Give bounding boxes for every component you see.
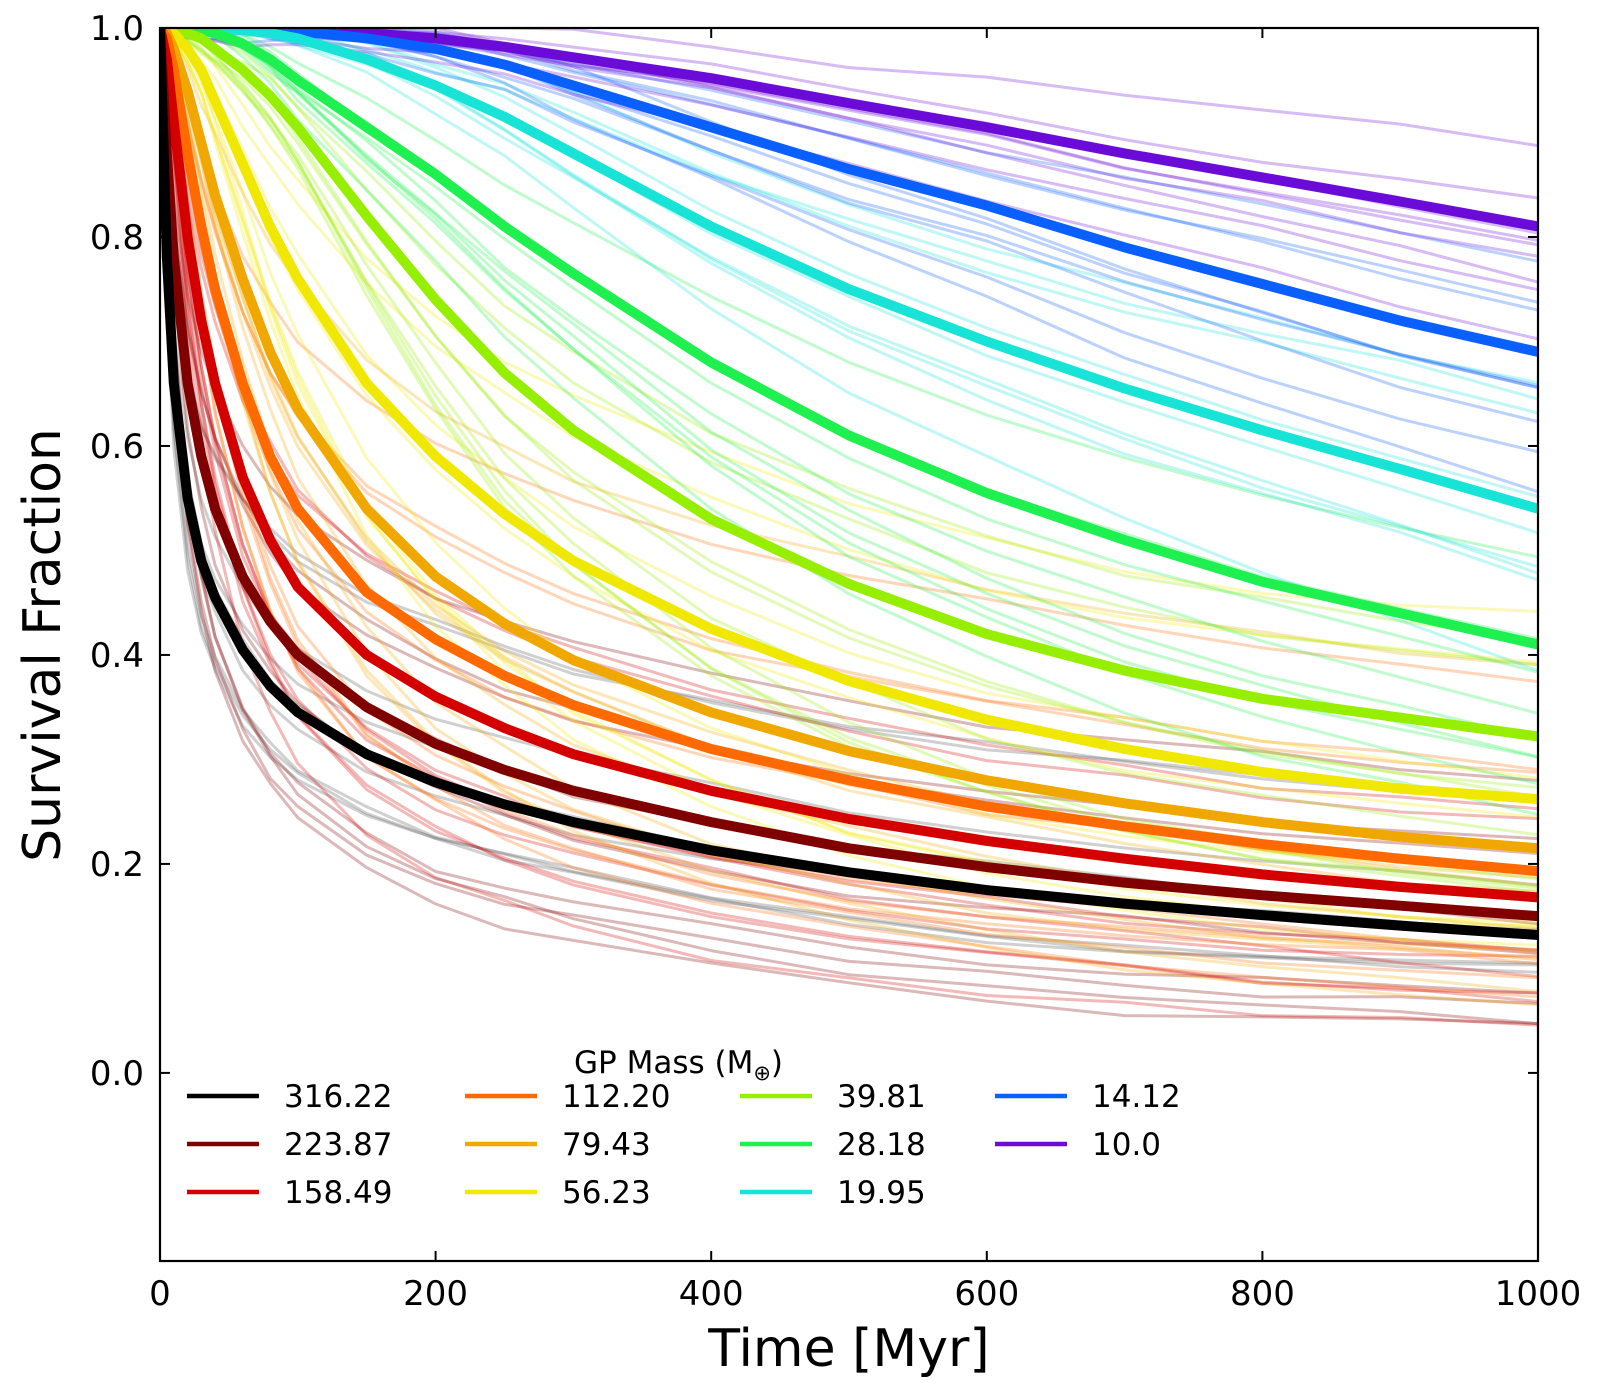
realization-line <box>160 28 1538 974</box>
realization-line <box>160 28 1538 759</box>
realization-line <box>160 28 1538 415</box>
series-line-10.0 <box>160 28 1538 232</box>
x-axis-title: Time [Myr] <box>707 1319 989 1379</box>
series-line-14.12 <box>160 28 1538 357</box>
x-tick-label: 800 <box>1230 1274 1295 1314</box>
realization-line <box>160 28 1538 667</box>
y-tick-label: 0.4 <box>90 636 144 676</box>
series-line-158.49 <box>160 28 1538 903</box>
realization-line <box>160 28 1538 772</box>
legend-title-symbol: ⊕ <box>753 1061 771 1085</box>
realization-line <box>160 28 1538 401</box>
y-tick-label: 0.2 <box>90 845 144 885</box>
series-line-19.95 <box>160 28 1538 514</box>
legend-label: 79.43 <box>562 1127 651 1163</box>
series-line-112.20 <box>160 28 1538 877</box>
realization-line <box>160 28 1538 947</box>
realization-line <box>160 28 1538 1005</box>
plot-background <box>160 28 1538 1261</box>
legend-label: 14.12 <box>1092 1079 1181 1115</box>
series-line-316.22 <box>160 28 1538 940</box>
series-line-39.81 <box>160 28 1538 742</box>
legend-title: GP Mass (M⊕) <box>574 1045 783 1085</box>
realization-line <box>160 28 1538 817</box>
x-tick-label: 0 <box>149 1274 171 1314</box>
y-tick-label: 1.0 <box>90 9 144 49</box>
realization-line <box>160 28 1538 837</box>
series-line-223.87 <box>160 28 1538 922</box>
y-tick-label: 0.6 <box>90 427 144 467</box>
realization-line <box>160 28 1538 952</box>
realization-line <box>160 28 1538 995</box>
series-line-79.43 <box>160 28 1538 854</box>
y-tick-label: 0.0 <box>90 1054 144 1094</box>
realization-line <box>160 28 1538 789</box>
realization-line <box>160 28 1538 965</box>
realization-line <box>160 28 1538 952</box>
realization-line <box>160 28 1538 953</box>
legend-label: 28.18 <box>837 1127 926 1163</box>
realization-line <box>160 28 1538 1003</box>
x-tick-label: 200 <box>403 1274 468 1314</box>
realization-line <box>160 28 1538 390</box>
legend-title-close: ) <box>771 1045 783 1081</box>
legend-label: 112.20 <box>562 1079 670 1115</box>
y-axis-title: Survival Fraction <box>13 428 73 862</box>
realization-line <box>160 28 1538 978</box>
realization-line <box>160 28 1538 559</box>
realization-line <box>160 28 1538 958</box>
realization-line <box>160 28 1538 855</box>
series-line-56.23 <box>160 28 1538 805</box>
realization-line <box>160 28 1538 782</box>
x-tick-label: 600 <box>954 1274 1019 1314</box>
realization-line <box>160 28 1538 613</box>
realization-line <box>160 28 1538 960</box>
realization-line <box>160 28 1538 811</box>
legend-items: 316.22 223.87 158.49 112.20 79.43 56.23 39.81 2… <box>187 1079 1181 1211</box>
realization-line <box>160 28 1538 774</box>
x-tick-label: 1000 <box>1495 1274 1582 1314</box>
series-lines <box>160 28 1538 940</box>
realization-line <box>160 28 1538 821</box>
realization-line <box>160 28 1538 1027</box>
realization-line <box>160 28 1538 967</box>
legend-label: 316.22 <box>284 1079 392 1115</box>
legend-label: 39.81 <box>837 1079 926 1115</box>
realization-line <box>160 28 1538 759</box>
realization-line <box>160 28 1538 887</box>
realization-line <box>160 28 1538 1025</box>
x-tick-label: 400 <box>679 1274 744 1314</box>
legend-label: 56.23 <box>562 1175 651 1211</box>
legend-label: 223.87 <box>284 1127 392 1163</box>
legend-label: 158.49 <box>284 1175 392 1211</box>
axis-ticks: 0 200 400 600 800 1000 0.0 0.2 0.4 0.6 0.8 1.0 <box>90 9 1581 1314</box>
legend-title-main: GP Mass (M <box>574 1045 753 1081</box>
y-tick-label: 0.8 <box>90 218 144 258</box>
legend: GP Mass (M⊕) 316.22 223.87 158.49 112.20 79.… <box>187 1045 1181 1211</box>
legend-label: 19.95 <box>837 1175 926 1211</box>
legend-label: 10.0 <box>1092 1127 1161 1163</box>
plot-frame <box>158 26 1540 1263</box>
